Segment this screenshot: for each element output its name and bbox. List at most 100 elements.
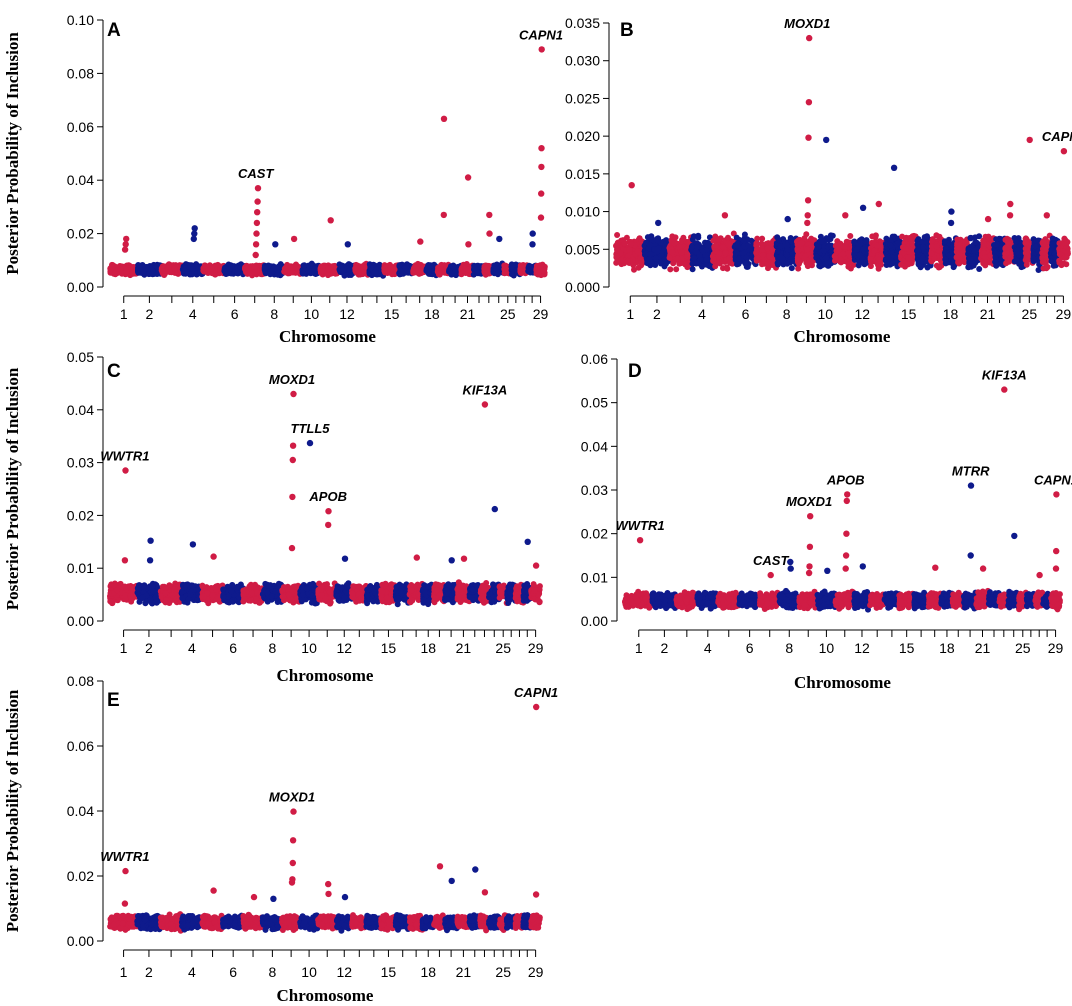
snp-point	[723, 264, 730, 271]
snp-point	[634, 248, 641, 255]
snp-point	[695, 232, 702, 239]
snp-point	[325, 266, 332, 273]
x-axis-title: Chromosome	[794, 327, 891, 346]
snp-point-highlight	[538, 145, 545, 152]
snp-point	[777, 254, 784, 260]
snp-point	[693, 248, 699, 255]
snp-point-highlight	[123, 235, 130, 243]
snp-point	[352, 265, 359, 272]
panel-letter: B	[620, 20, 634, 41]
snp-point-highlight	[465, 241, 472, 248]
snp-point-highlight	[253, 230, 260, 237]
snp-point	[689, 266, 696, 273]
snp-point	[613, 253, 620, 260]
snp-point	[788, 265, 795, 272]
snp-point	[706, 263, 713, 270]
snp-point	[485, 269, 492, 276]
snp-point	[805, 261, 812, 267]
snp-point	[300, 270, 307, 277]
snp-point	[688, 244, 695, 250]
snp-point	[614, 232, 621, 238]
snp-point	[775, 236, 782, 243]
snp-point	[759, 235, 766, 242]
snp-point	[277, 261, 284, 268]
snp-point	[311, 265, 318, 272]
snp-point-highlight	[440, 115, 448, 123]
snp-point	[226, 266, 233, 273]
y-tick-label: 0.025	[565, 90, 600, 106]
snp-point	[495, 269, 502, 276]
snp-point-highlight	[464, 174, 472, 181]
snp-point	[647, 251, 654, 258]
snp-point	[465, 266, 472, 273]
snp-point	[123, 268, 130, 275]
x-tick-label: 25	[1022, 306, 1038, 322]
snp-point-highlight	[254, 209, 261, 216]
snp-point	[837, 258, 844, 264]
snp-point	[508, 271, 515, 278]
snp-point-highlight	[254, 198, 261, 205]
y-tick-label: 0.06	[67, 119, 94, 135]
y-axis: 0.000.020.040.060.080.10	[67, 12, 104, 295]
snp-point	[318, 268, 325, 275]
snp-point	[764, 245, 771, 252]
snp-point	[855, 262, 862, 269]
y-tick-label: 0.04	[67, 172, 94, 188]
snp-point	[360, 263, 367, 270]
snp-point-highlight	[529, 241, 536, 248]
snp-point	[695, 260, 702, 267]
snp-point	[736, 255, 742, 262]
snp-point	[733, 249, 740, 256]
x-tick-label: 15	[901, 306, 917, 322]
snp-point	[743, 254, 750, 261]
snp-point	[725, 234, 731, 241]
x-tick-label: 10	[304, 306, 320, 322]
x-axis: 1 2 4 6 8 10 12 15 18 21 25 29	[120, 295, 549, 322]
snp-point	[775, 260, 782, 267]
y-tick-label: 0.08	[67, 65, 94, 81]
snp-point-highlight	[252, 251, 259, 259]
snp-point	[815, 243, 822, 250]
snp-point	[109, 264, 116, 271]
snp-point	[691, 255, 698, 262]
snp-point	[438, 262, 444, 269]
snp-point-highlight	[191, 225, 198, 232]
snp-point	[253, 269, 260, 276]
snp-point	[795, 247, 802, 254]
y-tick-label: 0.020	[565, 128, 600, 144]
snp-point	[733, 234, 740, 241]
y-tick-label: 0.030	[565, 53, 600, 69]
snp-point	[245, 266, 252, 273]
snp-point	[144, 265, 151, 272]
snp-point	[451, 265, 458, 272]
snp-point	[704, 242, 711, 249]
baseline-points	[107, 260, 548, 279]
snp-point	[716, 250, 723, 257]
snp-point	[190, 266, 196, 273]
snp-point-highlight	[496, 235, 503, 243]
snp-point	[682, 261, 689, 268]
baseline-points	[613, 230, 1071, 273]
snp-point	[614, 247, 621, 254]
snp-point	[425, 267, 432, 274]
snp-point	[166, 269, 173, 276]
snp-point	[794, 256, 801, 263]
snp-point	[626, 246, 633, 253]
snp-point	[474, 269, 481, 276]
snp-point	[670, 260, 677, 267]
snp-point-highlight	[486, 230, 493, 237]
panel-letter: A	[107, 20, 121, 41]
snp-point	[861, 261, 868, 268]
x-tick-label: 29	[1056, 306, 1072, 322]
snp-point	[112, 270, 118, 277]
snp-point-highlight	[440, 211, 447, 219]
x-tick-label: 6	[231, 306, 239, 322]
x-tick-label: 8	[270, 306, 278, 322]
snp-point-highlight	[538, 163, 545, 171]
snp-point	[684, 251, 691, 258]
snp-point	[667, 266, 674, 273]
snp-point	[396, 262, 403, 269]
x-axis-title: Chromosome	[279, 327, 376, 346]
snp-point-highlight	[327, 217, 334, 224]
